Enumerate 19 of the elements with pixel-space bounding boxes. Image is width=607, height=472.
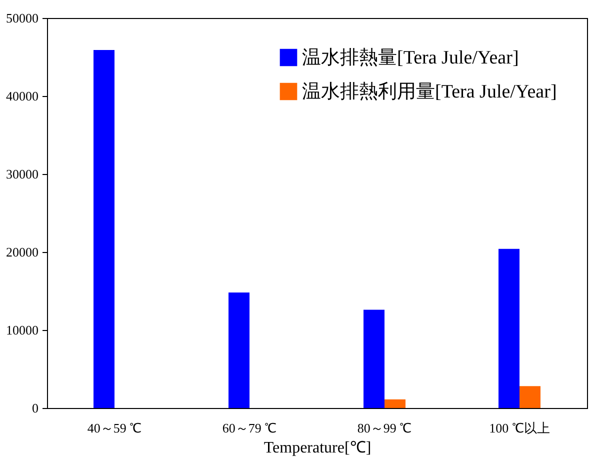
x-tick-label: 80～99 ℃ — [357, 420, 412, 436]
y-tick-label: 20000 — [6, 244, 38, 260]
y-tick-label: 50000 — [6, 10, 38, 26]
y-tick-label: 40000 — [6, 88, 38, 104]
y-tick-label: 30000 — [6, 166, 38, 182]
legend-label: 温水排熱量[Tera Jule/Year] — [302, 48, 519, 68]
bar — [498, 248, 520, 408]
x-axis-title: Temperature[℃] — [264, 440, 372, 456]
y-tick-label: 0 — [32, 400, 38, 416]
legend-label: 温水排熱利用量[Tera Jule/Year] — [302, 82, 557, 102]
x-tick-label: 40～59 ℃ — [87, 420, 142, 436]
y-tick-label: 10000 — [6, 322, 38, 338]
bar — [228, 292, 250, 408]
bar — [94, 50, 114, 408]
bar — [520, 386, 540, 408]
x-tick-label: 60～79 ℃ — [222, 420, 277, 436]
x-tick-label: 100 ℃以上 — [489, 420, 550, 436]
bar — [384, 399, 406, 408]
bar — [364, 310, 384, 408]
